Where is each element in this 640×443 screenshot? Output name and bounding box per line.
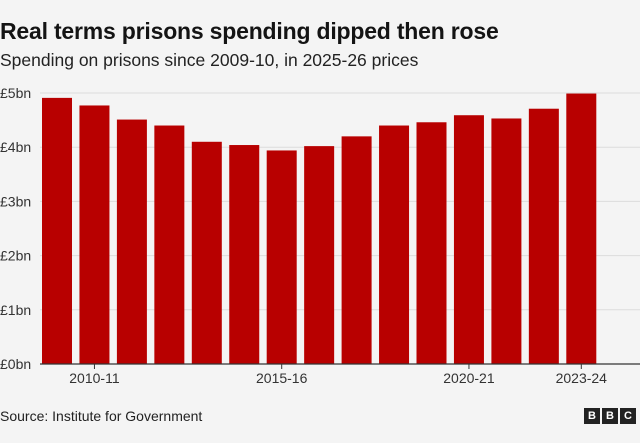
bar-2022-23 <box>528 108 559 364</box>
source-note: Source: Institute for Government <box>0 408 203 424</box>
y-tick-label: £0bn <box>0 356 31 372</box>
bbc-logo-letter: C <box>620 408 636 424</box>
x-tick-label: 2023-24 <box>556 370 608 386</box>
x-tick-label: 2010-11 <box>69 370 120 386</box>
x-tick-label: 2015-16 <box>256 370 308 386</box>
bar-chart: £0bn £1bn £2bn £3bn £4bn £5bn 2010-11 2015-16 20… <box>0 85 640 386</box>
bbc-logo-letter: B <box>602 408 618 424</box>
bar-2014-15 <box>229 145 260 364</box>
bar-2015-16 <box>266 150 297 364</box>
bar-2017-18 <box>341 136 372 364</box>
bar-2021-22 <box>491 118 522 364</box>
x-tick-label: 2020-21 <box>443 370 495 386</box>
chart-title: Real terms prisons spending dipped then … <box>0 18 499 44</box>
bar-2019-20 <box>416 122 447 364</box>
y-tick-label: £5bn <box>0 85 31 101</box>
bar-2018-19 <box>379 125 410 365</box>
y-tick-label: £2bn <box>0 248 31 264</box>
bar-2013-14 <box>191 141 222 364</box>
chart-subtitle: Spending on prisons since 2009-10, in 20… <box>0 50 419 70</box>
bar-2012-13 <box>154 125 185 365</box>
y-tick-label: £4bn <box>0 139 31 155</box>
bbc-logo: B B C <box>584 408 636 424</box>
y-tick-label: £1bn <box>0 302 31 318</box>
bar-2020-21 <box>453 115 484 364</box>
bar-2016-17 <box>304 146 335 364</box>
y-tick-label: £3bn <box>0 193 31 209</box>
bar-2010-11 <box>79 105 110 364</box>
bbc-logo-letter: B <box>584 408 600 424</box>
bar-2011-12 <box>116 119 147 364</box>
bar-2009-10 <box>42 97 72 365</box>
bar-2023-24 <box>566 93 597 365</box>
